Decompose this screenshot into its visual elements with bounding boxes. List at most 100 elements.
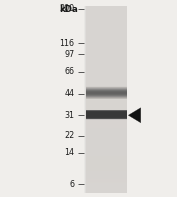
Bar [86,159,127,161]
Bar [86,36,127,37]
Bar [86,77,127,78]
Bar [86,33,127,35]
Bar [86,118,127,119]
Bar [86,172,127,173]
Bar [86,90,127,91]
Bar [86,59,127,61]
Bar [86,160,127,162]
Bar [86,142,127,143]
Bar [86,86,127,88]
Bar [86,24,127,26]
Bar [86,81,127,82]
Bar [86,140,127,142]
Text: 31: 31 [64,111,74,120]
Bar [86,164,127,166]
Bar [86,23,127,25]
Bar [86,21,127,22]
Bar [86,6,127,193]
Bar [86,114,127,115]
Bar [86,95,127,96]
Bar [86,116,127,117]
Bar [86,113,127,114]
Polygon shape [128,108,141,123]
Bar [86,92,127,94]
Bar [86,74,127,76]
Bar [86,115,127,117]
Bar [86,114,127,115]
Bar [86,97,127,98]
Bar [86,113,127,114]
Bar [86,57,127,58]
Bar [86,175,127,177]
Bar [86,27,127,28]
Bar [86,22,127,23]
Bar [86,44,127,46]
Bar [86,110,127,111]
Bar [86,187,127,188]
Bar [86,29,127,31]
Bar [86,93,127,95]
Bar [86,92,127,93]
Bar [86,84,127,86]
Bar [85,6,86,193]
Bar [86,90,127,91]
Bar [86,47,127,48]
Bar [86,133,127,134]
Bar [86,76,127,77]
Bar [86,115,127,116]
Bar [86,102,127,103]
Bar [86,42,127,43]
Bar [86,89,127,90]
Bar [86,147,127,148]
Bar [86,51,127,52]
Bar [86,46,127,47]
Bar [86,122,127,123]
Bar [86,85,127,87]
Bar [86,14,127,16]
Text: kDa: kDa [59,5,78,14]
Bar [86,190,127,192]
Bar [86,116,127,117]
Bar [86,34,127,36]
Bar [86,111,127,112]
Bar [86,158,127,159]
Bar [86,192,127,193]
Bar [86,52,127,53]
Bar [86,112,127,113]
Bar [86,111,127,112]
Bar [86,43,127,45]
Bar [86,132,127,133]
Bar [86,16,127,17]
Bar [86,118,127,119]
Bar [86,96,127,97]
Bar [86,118,127,119]
Bar [86,100,127,102]
Bar [86,8,127,10]
Bar [86,87,127,88]
Bar [86,53,127,55]
Bar [86,183,127,184]
Bar [86,66,127,67]
Bar [86,97,127,98]
Bar [86,112,127,114]
Text: 44: 44 [64,89,74,98]
Bar [86,92,127,93]
Bar [86,111,127,112]
Bar [86,138,127,139]
Bar [86,125,127,127]
Bar [86,9,127,11]
Bar [86,114,127,116]
Bar [86,116,127,117]
Bar [86,115,127,116]
Bar [86,112,127,114]
Bar [86,31,127,32]
Bar [86,93,127,94]
Bar [86,62,127,63]
Bar [86,89,127,90]
Bar [86,117,127,118]
Bar [86,154,127,156]
Bar [86,103,127,104]
Bar [86,88,127,90]
Bar [86,98,127,99]
Bar [86,152,127,153]
